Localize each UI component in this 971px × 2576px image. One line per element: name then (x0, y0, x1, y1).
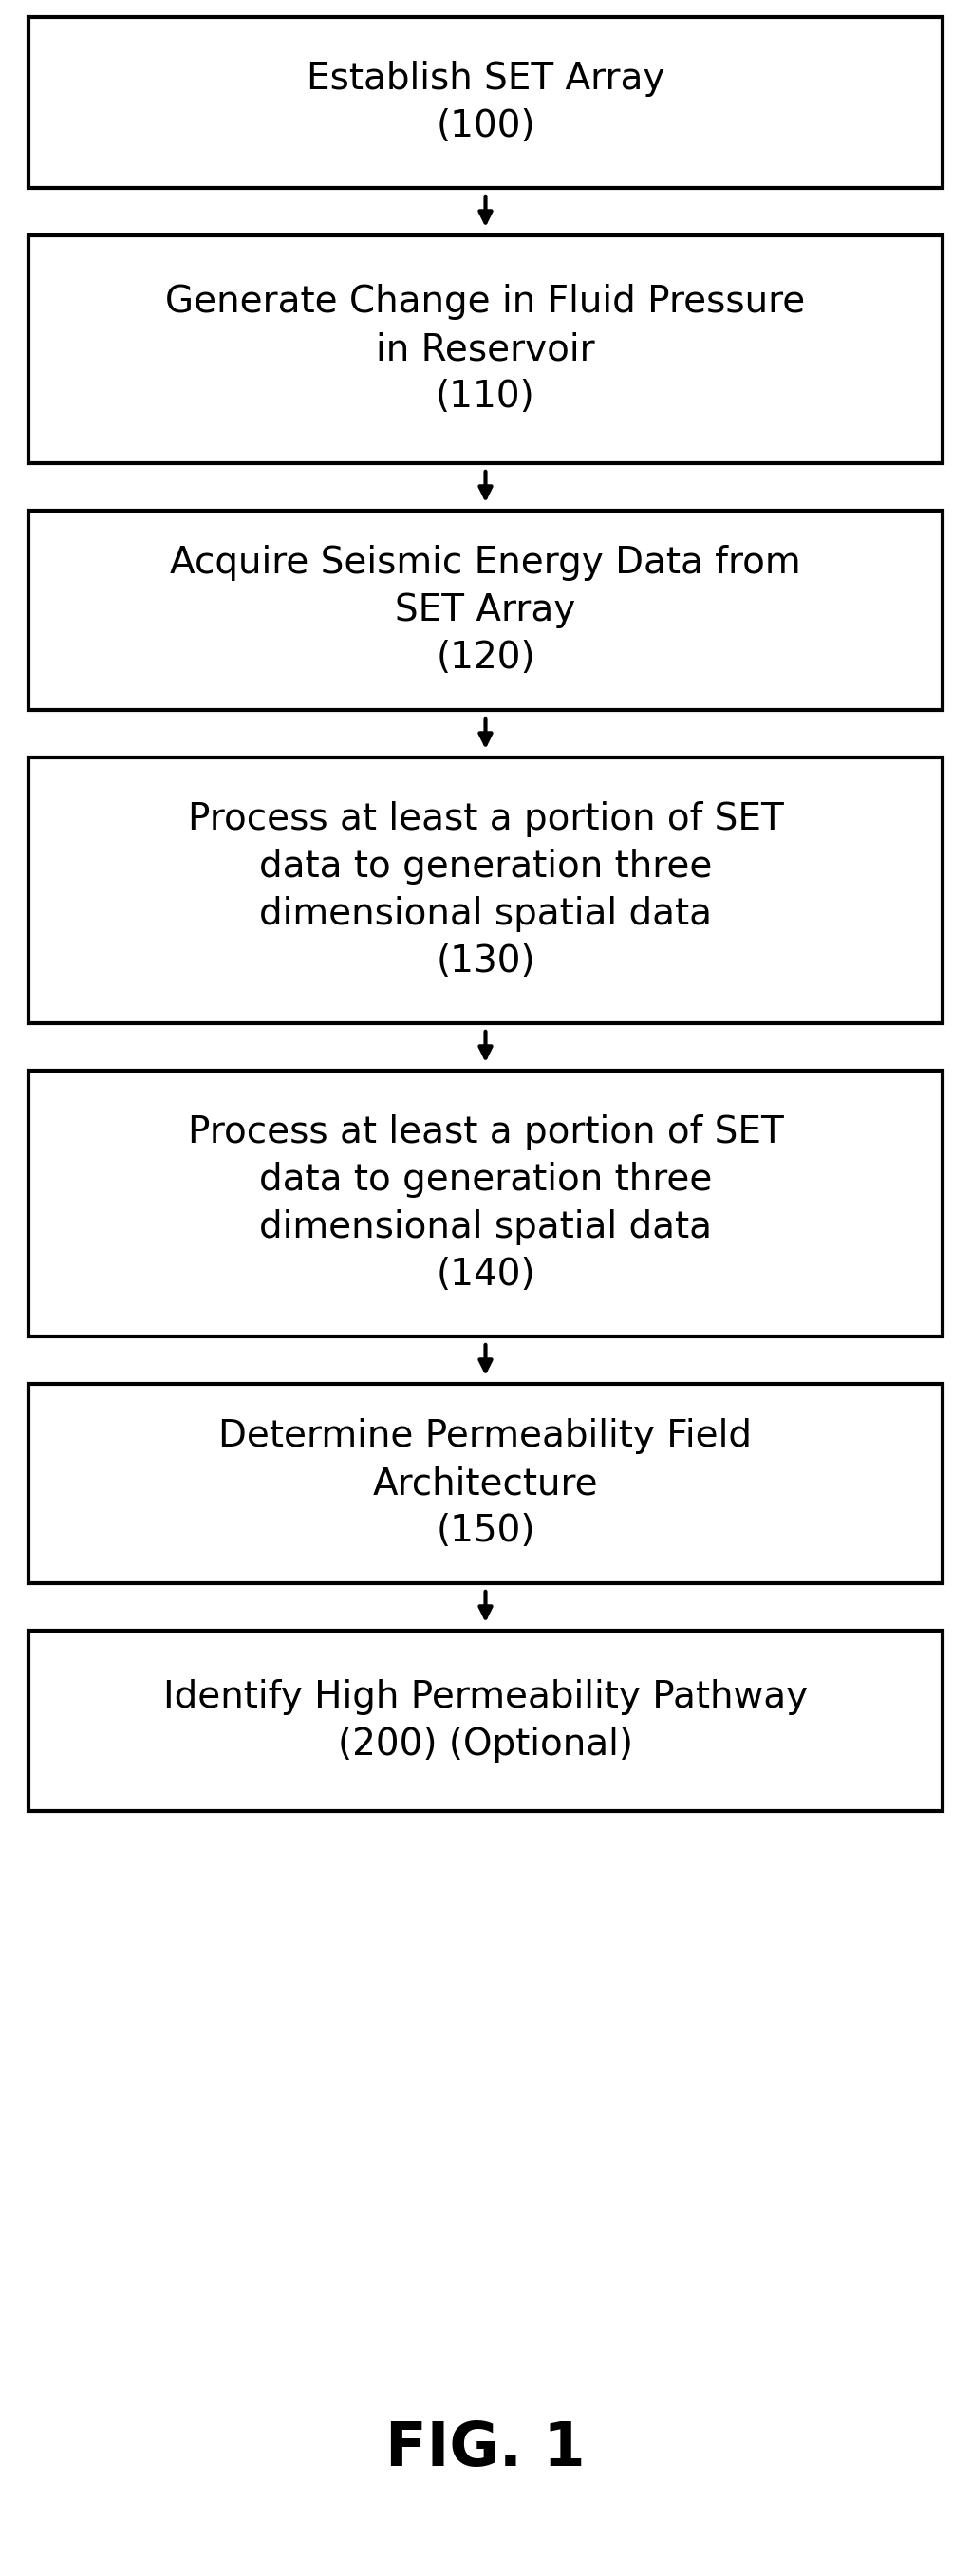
Bar (28, 1631, 943, 1811)
Text: Acquire Seismic Energy Data from
SET Array
(120): Acquire Seismic Energy Data from SET Arr… (170, 544, 801, 675)
Text: Process at least a portion of SET
data to generation three
dimensional spatial d: Process at least a portion of SET data t… (187, 801, 784, 979)
Text: FIG. 1: FIG. 1 (385, 2419, 586, 2478)
Bar (28, 510, 943, 711)
Bar (28, 18, 943, 188)
Bar (28, 234, 943, 464)
Text: Identify High Permeability Pathway
(200) (Optional): Identify High Permeability Pathway (200)… (163, 1680, 808, 1762)
Text: Establish SET Array
(100): Establish SET Array (100) (307, 62, 664, 144)
Bar (28, 1383, 943, 1584)
Bar (28, 757, 943, 1023)
Text: Generate Change in Fluid Pressure
in Reservoir
(110): Generate Change in Fluid Pressure in Res… (165, 283, 806, 415)
Bar (28, 1072, 943, 1337)
Text: Process at least a portion of SET
data to generation three
dimensional spatial d: Process at least a portion of SET data t… (187, 1115, 784, 1293)
Text: Determine Permeability Field
Architecture
(150): Determine Permeability Field Architectur… (218, 1417, 753, 1548)
